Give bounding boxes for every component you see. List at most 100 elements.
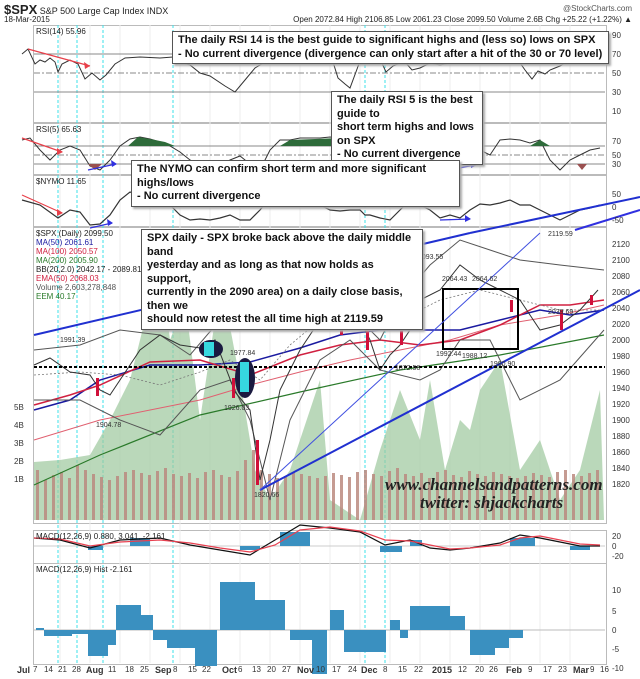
price-annotation: 1991.39 [60, 337, 86, 344]
y-tick: 1860 [612, 448, 630, 457]
price-legend: $SPX (Daily) 2099.50 MA(50) 2061.61 MA(1… [36, 229, 177, 301]
x-tick: 11 [108, 665, 117, 674]
y-tick: 1880 [612, 432, 630, 441]
x-tick: 10 [316, 665, 325, 674]
vol-tick: 2B [14, 457, 24, 466]
note-rsi5: The daily RSI 5 is the best guide to sho… [331, 91, 483, 165]
x-tick: 23 [558, 665, 567, 674]
legend-ma100: MA(100) 2050.57 [36, 247, 98, 256]
legend-eem: EEM 40.17 [36, 292, 76, 301]
nymo-label: $NYMO 11.65 [36, 177, 87, 186]
x-tick: 14 [44, 665, 53, 674]
y-tick: 20 [612, 532, 621, 541]
x-tick: 2015 [432, 665, 453, 675]
x-tick: 20 [475, 665, 484, 674]
price-annotation: 1980.90 [490, 361, 516, 368]
x-tick: 8 [383, 665, 388, 674]
x-tick: Dec [361, 665, 378, 675]
price-annotation: 1904.78 [96, 422, 122, 429]
y-tick: 2080 [612, 272, 630, 281]
x-tick: 16 [600, 665, 609, 674]
y-tick: 1940 [612, 384, 630, 393]
vol-tick: 5B [14, 403, 24, 412]
x-tick: 25 [140, 665, 149, 674]
y-tick: 1980 [612, 352, 630, 361]
x-tick: Aug [86, 665, 104, 675]
watermark-twitter: twitter: shjackcharts [420, 493, 564, 512]
x-tick: Nov [297, 665, 315, 675]
x-tick: 22 [202, 665, 211, 674]
chart-header: $SPX S&P 500 Large Cap Index INDX [4, 2, 168, 17]
chart-date: 18-Mar-2015 [4, 15, 50, 24]
y-tick: 30 [612, 88, 621, 97]
x-tick: 13 [252, 665, 261, 674]
y-tick: 1840 [612, 464, 630, 473]
x-tick: Feb [506, 665, 523, 675]
note-rsi14: The daily RSI 14 is the best guide to si… [172, 31, 609, 64]
y-tick: 30 [612, 160, 621, 169]
y-tick: 0 [612, 626, 617, 635]
y-tick: 0 [612, 542, 617, 551]
price-annotation: 1926.03 [224, 405, 250, 412]
legend-ma50: MA(50) 2061.61 [36, 238, 94, 247]
vol-tick: 4B [14, 421, 24, 430]
x-tick: 15 [398, 665, 407, 674]
legend-spx: $SPX (Daily) 2099.50 [36, 229, 113, 238]
y-tick: -50 [612, 216, 624, 225]
price-annotation: 1820.66 [254, 492, 280, 499]
price-annotation: 2064.43 [442, 276, 468, 283]
symbol-name: S&P 500 Large Cap Index [39, 6, 145, 16]
y-tick: -5 [612, 645, 620, 654]
x-tick: Oct [222, 665, 238, 675]
x-tick: 9 [528, 665, 533, 674]
ohlc-summary: Open 2072.84 High 2106.85 Low 2061.23 Cl… [293, 15, 632, 24]
legend-ma200: MA(200) 2005.90 [36, 256, 98, 265]
x-tick: 24 [348, 665, 357, 674]
price-annotation: 1872.56 [395, 365, 421, 372]
note-spx: SPX daily - SPX broke back above the dai… [141, 229, 423, 330]
price-annotation: 1988.12 [462, 353, 488, 360]
price-annotation: 2093.55 [418, 254, 444, 261]
x-tick: 28 [72, 665, 81, 674]
y-tick: 2000 [612, 336, 630, 345]
y-tick: 1900 [612, 416, 630, 425]
price-annotation: 1977.84 [230, 350, 256, 357]
legend-volume: Volume 2,603,278,848 [36, 283, 117, 292]
symbol: $SPX [4, 2, 38, 17]
x-tick: 15 [188, 665, 197, 674]
x-tick: 26 [489, 665, 498, 674]
x-tick: 7 [33, 665, 38, 674]
x-tick: Sep [155, 665, 172, 675]
x-tick: 17 [543, 665, 552, 674]
y-tick: 70 [612, 50, 621, 59]
legend-ema50: EMA(50) 2068.03 [36, 274, 99, 283]
y-tick: 2100 [612, 256, 630, 265]
x-tick: 12 [458, 665, 467, 674]
x-tick: 18 [125, 665, 134, 674]
x-tick: 6 [238, 665, 243, 674]
price-annotation: 1992.44 [436, 351, 462, 358]
watermark-site: www.channelsandpatterns.com [385, 475, 603, 494]
y-tick: 10 [612, 107, 621, 116]
y-tick: 1920 [612, 400, 630, 409]
y-tick: 70 [612, 137, 621, 146]
rsi5-label: RSI(5) 65.63 [36, 125, 82, 134]
x-tick: 21 [58, 665, 67, 674]
y-tick: 5 [612, 607, 617, 616]
x-tick: 9 [590, 665, 595, 674]
x-tick: 22 [414, 665, 423, 674]
y-tick: 2020 [612, 320, 630, 329]
y-tick: 0 [612, 203, 617, 212]
price-annotation: 2119.59 [548, 231, 573, 238]
x-tick: 20 [267, 665, 276, 674]
vol-tick: 3B [14, 439, 24, 448]
y-tick: 1960 [612, 368, 630, 377]
y-tick: 1820 [612, 480, 630, 489]
price-annotation: 2039.69 [548, 309, 574, 316]
y-tick: 10 [612, 586, 621, 595]
rsi14-label: RSI(14) 55.96 [36, 27, 86, 36]
y-tick: -10 [612, 664, 624, 673]
price-annotation: 2064.62 [472, 276, 498, 283]
y-tick: 50 [612, 69, 621, 78]
